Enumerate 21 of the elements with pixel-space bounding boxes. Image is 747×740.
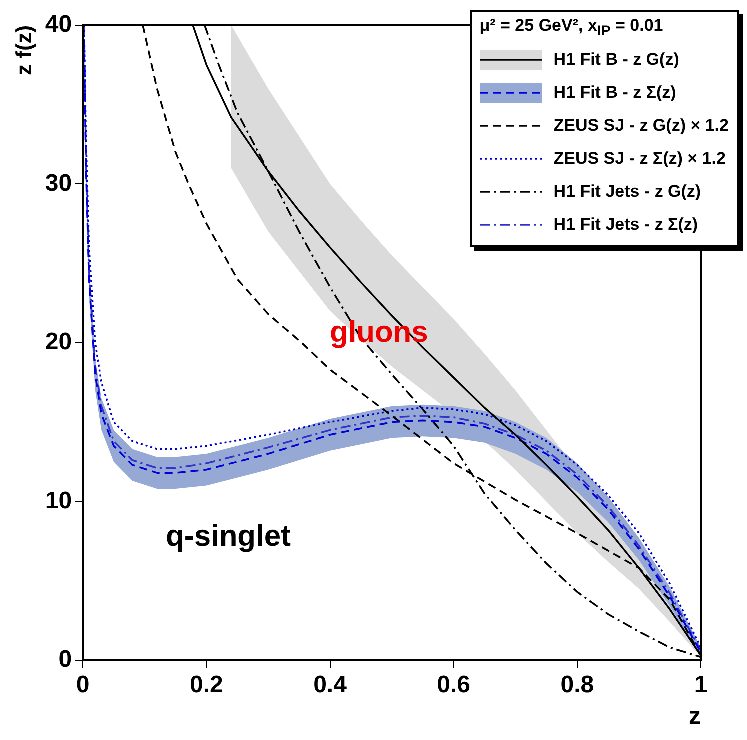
y-tick-label: 30 [45, 170, 72, 197]
x-tick-label: 1 [694, 671, 708, 698]
x-tick-label: 0.8 [560, 671, 594, 698]
y-tick-label: 0 [58, 646, 72, 674]
legend-title: μ² = 25 GeV², x$_{IP}$ = 0.01 [480, 16, 664, 40]
x-tick-label: 0.6 [437, 671, 471, 698]
legend-label: H1 Fit Jets - z G(z) [554, 182, 702, 202]
legend-label: ZEUS SJ - z G(z) × 1.2 [554, 116, 729, 136]
y-tick-label: 10 [45, 487, 72, 514]
y-tick-label: 20 [45, 328, 72, 356]
legend-label: H1 Fit B - z G(z) [554, 50, 680, 70]
x-tick-label: 0.2 [190, 671, 224, 698]
annotation: q-singlet [166, 520, 291, 554]
legend-label: ZEUS SJ - z Σ(z) × 1.2 [554, 148, 726, 169]
x-tick-label: 0.4 [314, 671, 348, 698]
legend-label: H1 Fit Jets - z Σ(z) [554, 214, 698, 235]
legend-label: H1 Fit B - z Σ(z) [554, 82, 676, 103]
x-tick-label: 0 [76, 671, 90, 698]
y-tick-label: 40 [45, 11, 72, 38]
x-axis-title: z [689, 703, 701, 730]
y-axis-title: z f(z) [11, 25, 36, 76]
